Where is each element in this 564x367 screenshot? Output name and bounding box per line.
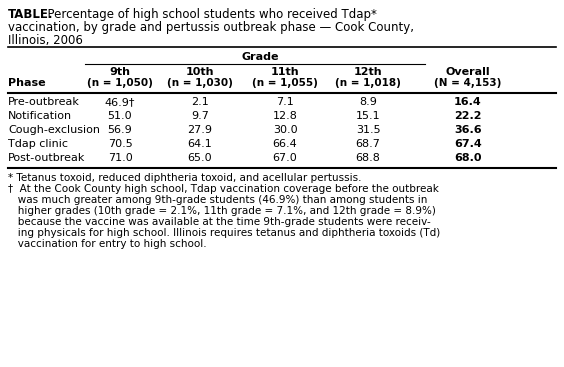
- Text: because the vaccine was available at the time 9th-grade students were receiv-: because the vaccine was available at the…: [8, 217, 431, 227]
- Text: Overall: Overall: [446, 67, 490, 77]
- Text: 65.0: 65.0: [188, 153, 212, 163]
- Text: 9.7: 9.7: [191, 111, 209, 121]
- Text: Cough-exclusion: Cough-exclusion: [8, 125, 100, 135]
- Text: vaccination, by grade and pertussis outbreak phase — Cook County,: vaccination, by grade and pertussis outb…: [8, 21, 414, 34]
- Text: 68.0: 68.0: [454, 153, 482, 163]
- Text: 67.4: 67.4: [454, 139, 482, 149]
- Text: 67.0: 67.0: [272, 153, 297, 163]
- Text: Tdap clinic: Tdap clinic: [8, 139, 68, 149]
- Text: 11th: 11th: [271, 67, 299, 77]
- Text: 64.1: 64.1: [188, 139, 213, 149]
- Text: TABLE.: TABLE.: [8, 8, 54, 21]
- Text: vaccination for entry to high school.: vaccination for entry to high school.: [8, 239, 206, 249]
- Text: 8.9: 8.9: [359, 97, 377, 107]
- Text: 27.9: 27.9: [187, 125, 213, 135]
- Text: 31.5: 31.5: [356, 125, 380, 135]
- Text: 10th: 10th: [186, 67, 214, 77]
- Text: ing physicals for high school. Illinois requires tetanus and diphtheria toxoids : ing physicals for high school. Illinois …: [8, 228, 440, 238]
- Text: Phase: Phase: [8, 78, 46, 88]
- Text: higher grades (10th grade = 2.1%, 11th grade = 7.1%, and 12th grade = 8.9%): higher grades (10th grade = 2.1%, 11th g…: [8, 206, 436, 216]
- Text: 36.6: 36.6: [454, 125, 482, 135]
- Text: 7.1: 7.1: [276, 97, 294, 107]
- Text: Illinois, 2006: Illinois, 2006: [8, 34, 83, 47]
- Text: 9th: 9th: [109, 67, 130, 77]
- Text: (n = 1,030): (n = 1,030): [167, 78, 233, 88]
- Text: 70.5: 70.5: [108, 139, 133, 149]
- Text: 68.8: 68.8: [355, 153, 381, 163]
- Text: (n = 1,018): (n = 1,018): [335, 78, 401, 88]
- Text: 30.0: 30.0: [272, 125, 297, 135]
- Text: 22.2: 22.2: [454, 111, 482, 121]
- Text: 51.0: 51.0: [108, 111, 133, 121]
- Text: 56.9: 56.9: [108, 125, 133, 135]
- Text: 46.9†: 46.9†: [105, 97, 135, 107]
- Text: 71.0: 71.0: [108, 153, 133, 163]
- Text: 16.4: 16.4: [454, 97, 482, 107]
- Text: 12th: 12th: [354, 67, 382, 77]
- Text: 68.7: 68.7: [355, 139, 381, 149]
- Text: was much greater among 9th-grade students (46.9%) than among students in: was much greater among 9th-grade student…: [8, 195, 428, 205]
- Text: Grade: Grade: [241, 52, 279, 62]
- Text: 15.1: 15.1: [356, 111, 380, 121]
- Text: Pre-outbreak: Pre-outbreak: [8, 97, 80, 107]
- Text: 66.4: 66.4: [272, 139, 297, 149]
- Text: Percentage of high school students who received Tdap*: Percentage of high school students who r…: [40, 8, 377, 21]
- Text: 2.1: 2.1: [191, 97, 209, 107]
- Text: (N = 4,153): (N = 4,153): [434, 78, 502, 88]
- Text: * Tetanus toxoid, reduced diphtheria toxoid, and acellular pertussis.: * Tetanus toxoid, reduced diphtheria tox…: [8, 173, 362, 183]
- Text: Post-outbreak: Post-outbreak: [8, 153, 85, 163]
- Text: †  At the Cook County high school, Tdap vaccination coverage before the outbreak: † At the Cook County high school, Tdap v…: [8, 184, 439, 194]
- Text: (n = 1,055): (n = 1,055): [252, 78, 318, 88]
- Text: Notification: Notification: [8, 111, 72, 121]
- Text: (n = 1,050): (n = 1,050): [87, 78, 153, 88]
- Text: 12.8: 12.8: [272, 111, 297, 121]
